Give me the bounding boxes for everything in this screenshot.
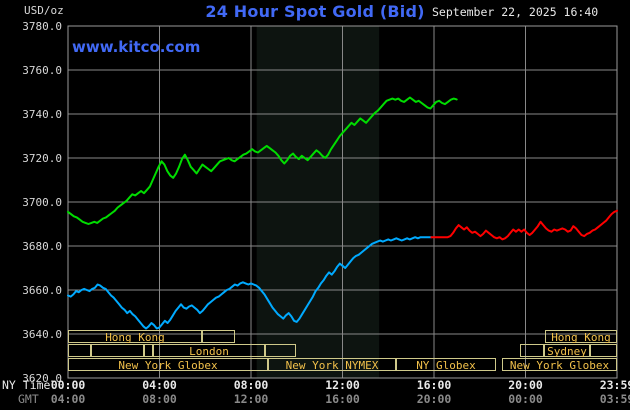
session-label: NY Globex (416, 359, 476, 372)
session-box-row2-1 (91, 344, 144, 357)
session-box-row1-1 (202, 330, 235, 343)
session-label: London (189, 345, 229, 358)
y-axis-tick-0: 3780.0 (22, 20, 62, 33)
series-line-prev-close (67, 236, 433, 330)
y-axis-tick-1: 3760.0 (22, 64, 62, 77)
y-axis-tick-5: 3680.0 (22, 240, 62, 253)
session-box-row2-0 (68, 344, 91, 357)
legend-item-last: – Sep 22 Last 3746.60 (474, 131, 620, 145)
session-box-row2-2 (144, 344, 153, 357)
series-line-sunday (430, 209, 618, 241)
plot-border (67, 25, 618, 379)
session-label: New York NYMEX (285, 359, 379, 372)
series-line-last (67, 96, 458, 225)
x-axis-tick-gmt-6: 03:59 (599, 392, 630, 406)
page-title: 24 Hour Spot Gold (Bid) (205, 2, 425, 21)
session-box-row1-0: Hong Kong (68, 330, 202, 344)
x-axis-row-label-ny: NY Time (2, 378, 51, 392)
y-axis-tick-3: 3720.0 (22, 152, 62, 165)
x-axis-tick-gmt-3: 16:00 (325, 392, 360, 406)
x-axis-tick-ny-4: 16:00 (416, 378, 452, 392)
x-axis-tick-ny-2: 08:00 (233, 378, 269, 392)
x-axis-tick-ny-1: 04:00 (142, 378, 177, 392)
session-box-row2-7 (590, 344, 617, 357)
kitco-watermark: www.kitco.com (72, 38, 201, 56)
session-box-row2-4 (265, 344, 296, 357)
session-box-row2-3: London (153, 344, 265, 358)
x-axis-tick-ny-0: 00:00 (50, 378, 86, 392)
x-axis-tick-gmt-2: 12:00 (233, 392, 269, 406)
session-label: New York Globex (118, 359, 218, 372)
y-axis-tick-2: 3740.0 (22, 108, 62, 121)
session-box-row3-2: NY Globex (396, 358, 496, 372)
x-axis-tick-ny-3: 12:00 (325, 378, 360, 392)
session-box-row1-2: Hong Kong (545, 330, 617, 344)
x-axis-tick-gmt-1: 08:00 (142, 392, 177, 406)
session-box-row2-6: Sydney (544, 344, 590, 358)
session-label: Sydney (547, 345, 587, 358)
x-axis-tick-gmt-5: 00:00 (508, 392, 543, 406)
y-axis-tick-7: 3640.0 (22, 328, 62, 341)
session-label: Hong Kong (105, 331, 165, 344)
y-axis-unit-label: USD/oz (24, 4, 64, 17)
legend: – Sep 19 NY close 3684.00 – Sep 21 Sunda… (474, 24, 630, 173)
session-label: Hong Kong (551, 331, 611, 344)
x-axis-tick-ny-6: 23:59 (599, 378, 630, 392)
x-axis-tick-ny-5: 20:00 (508, 378, 543, 392)
x-axis-tick-gmt-0: 04:00 (50, 392, 86, 406)
session-box-row3-1: New York NYMEX (268, 358, 396, 372)
session-box-row3-3: New York Globex (502, 358, 617, 372)
session-box-row2-5 (520, 344, 544, 357)
y-axis-tick-8: 3620.0 (22, 372, 62, 385)
timestamp: September 22, 2025 16:40 (432, 5, 599, 19)
x-axis-tick-gmt-4: 20:00 (416, 392, 452, 406)
x-axis-row-label-gmt: GMT (18, 392, 39, 406)
y-axis-tick-6: 3660.0 (22, 284, 62, 297)
y-axis-tick-4: 3700.0 (22, 196, 62, 209)
session-box-row3-0: New York Globex (68, 358, 268, 372)
session-label: New York Globex (509, 359, 610, 372)
